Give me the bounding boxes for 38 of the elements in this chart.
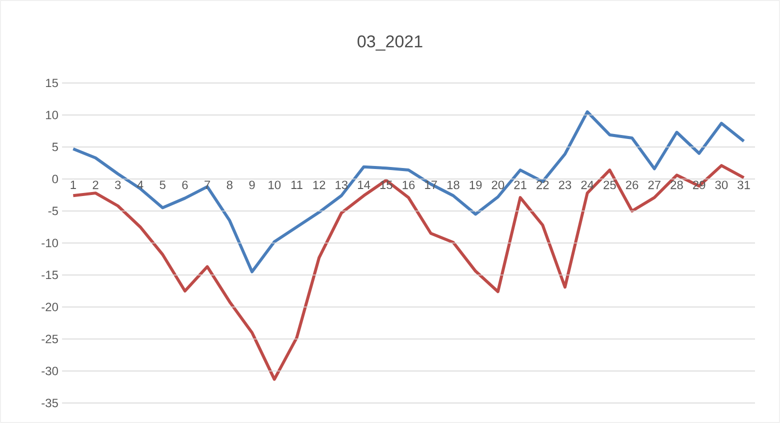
x-tick-label: 14: [358, 180, 370, 189]
x-tick-label: 16: [402, 180, 415, 190]
y-tick-label: -5: [48, 206, 58, 216]
x-tick-label: 26: [626, 180, 638, 190]
x-tick-label: 28: [670, 180, 683, 190]
x-tick-label: 10: [268, 180, 281, 190]
x-tick-label: 3: [115, 180, 121, 190]
x-tick-label: 18: [447, 180, 460, 190]
x-tick-label: 2: [92, 180, 98, 190]
x-tick-label: 25: [604, 180, 616, 190]
y-tick-label: 0: [52, 174, 58, 184]
y-tick-label: -20: [42, 302, 58, 312]
x-tick-label: 22: [536, 180, 549, 190]
x-tick-label: 6: [182, 180, 188, 190]
x-tick-label: 21: [514, 180, 526, 190]
chart-title: 03_2021: [358, 35, 422, 51]
y-tick-label: -35: [42, 398, 58, 408]
x-tick-label: 12: [313, 180, 326, 190]
y-tick-label: 15: [46, 78, 58, 88]
x-tick-label: 13: [336, 180, 348, 190]
y-tick-label: -25: [42, 334, 58, 344]
x-tick-label: 30: [715, 180, 728, 190]
x-tick-label: 1: [70, 180, 76, 189]
y-tick-label: 10: [46, 110, 58, 120]
x-tick-label: 8: [226, 180, 232, 190]
x-tick-label: 27: [648, 180, 660, 190]
x-tick-label: 19: [470, 180, 482, 190]
x-tick-label: 23: [558, 180, 572, 190]
x-tick-label: 11: [291, 180, 302, 189]
y-tick-label: -15: [42, 270, 58, 280]
y-tick-label: -30: [42, 366, 58, 376]
x-tick-label: 31: [738, 180, 750, 190]
x-tick-label: 9: [249, 180, 255, 190]
x-tick-label: 24: [581, 180, 594, 190]
y-tick-label: 5: [52, 142, 58, 152]
y-tick-label: -10: [42, 238, 58, 248]
x-tick-label: 20: [492, 180, 504, 190]
x-tick-label: 5: [160, 180, 166, 190]
